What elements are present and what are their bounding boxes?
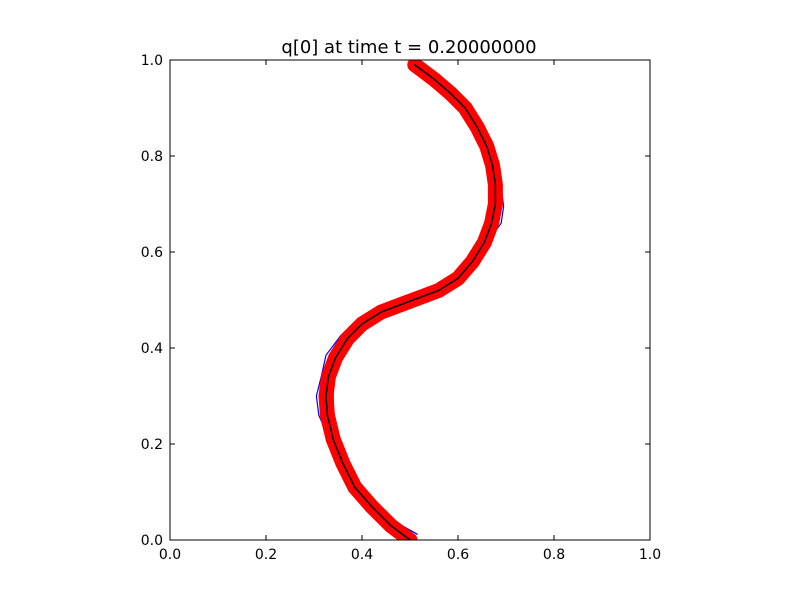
plot-frame <box>169 59 651 541</box>
y-tick-label: 0.4 <box>141 341 163 357</box>
y-tick-label: 0.0 <box>141 533 163 549</box>
series-layer <box>315 60 505 540</box>
x-tick-label: 0.4 <box>351 547 373 563</box>
ticks-layer: 0.0 0.2 0.4 0.6 0.8 1.0 0.0 0.2 0.4 0.6 0.8 1.0 <box>141 53 661 563</box>
y-tick-label: 0.6 <box>141 245 163 261</box>
x-tick-label: 0.8 <box>543 547 565 563</box>
y-tick-label: 1.0 <box>141 53 163 69</box>
y-tick-label: 0.8 <box>141 149 163 165</box>
y-tick-label: 0.2 <box>141 437 163 453</box>
x-tick-label: 1.0 <box>639 547 661 563</box>
x-tick-label: 0.6 <box>447 547 469 563</box>
series-line-centerline-1 <box>325 64 497 540</box>
x-tick-label: 0.2 <box>255 547 277 563</box>
x-tick-label: 0.0 <box>159 547 181 563</box>
chart-title: q[0] at time t = 0.20000000 <box>281 37 536 58</box>
